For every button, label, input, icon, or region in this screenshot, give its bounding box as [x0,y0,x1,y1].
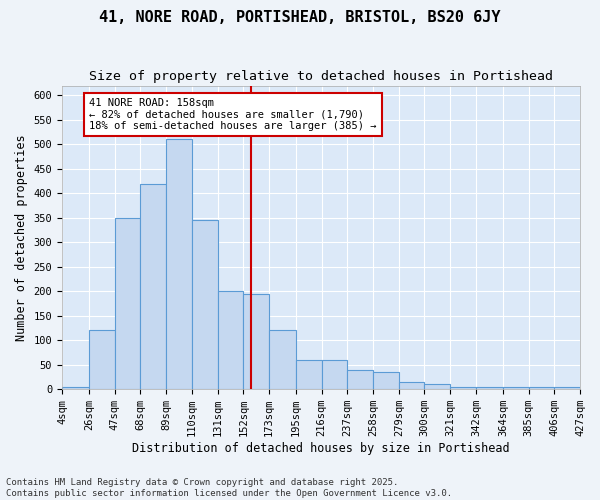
Bar [269,330,296,389]
Bar [554,387,580,389]
X-axis label: Distribution of detached houses by size in Portishead: Distribution of detached houses by size … [132,442,510,455]
Bar [503,387,529,389]
Bar [166,140,192,389]
Y-axis label: Number of detached properties: Number of detached properties [15,134,28,340]
Bar [373,372,399,389]
Bar [399,382,424,389]
Bar [89,330,115,389]
Text: 41, NORE ROAD, PORTISHEAD, BRISTOL, BS20 6JY: 41, NORE ROAD, PORTISHEAD, BRISTOL, BS20… [99,10,501,25]
Bar [192,220,218,389]
Bar [296,360,322,389]
Bar [218,292,243,389]
Bar [529,387,554,389]
Bar [243,294,269,389]
Bar [322,360,347,389]
Bar [62,387,89,389]
Bar [115,218,140,389]
Bar [347,370,373,389]
Text: Contains HM Land Registry data © Crown copyright and database right 2025.
Contai: Contains HM Land Registry data © Crown c… [6,478,452,498]
Bar [140,184,166,389]
Text: 41 NORE ROAD: 158sqm
← 82% of detached houses are smaller (1,790)
18% of semi-de: 41 NORE ROAD: 158sqm ← 82% of detached h… [89,98,376,131]
Bar [424,384,450,389]
Bar [450,387,476,389]
Title: Size of property relative to detached houses in Portishead: Size of property relative to detached ho… [89,70,553,83]
Bar [476,387,503,389]
